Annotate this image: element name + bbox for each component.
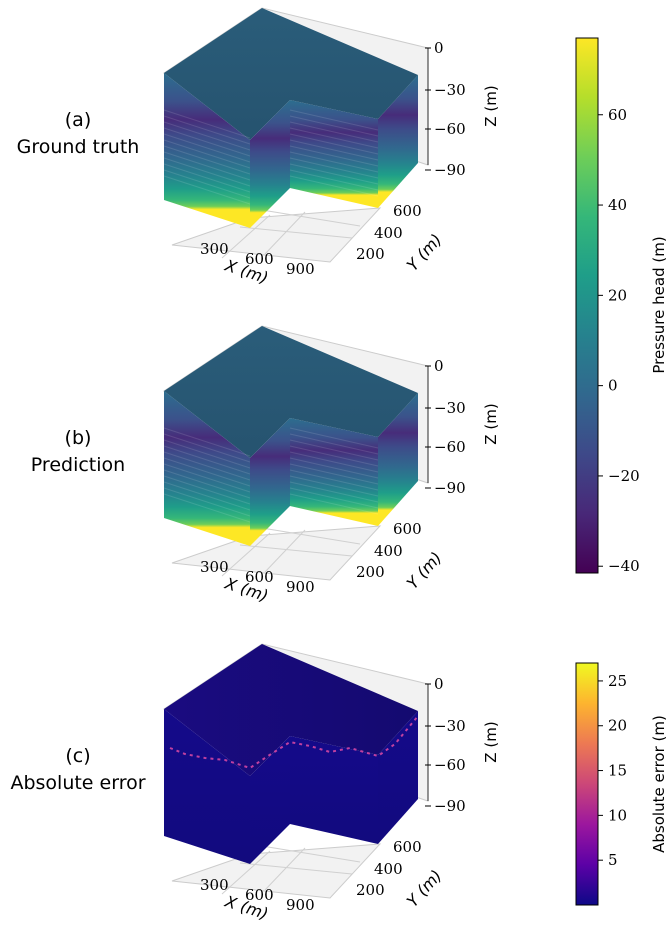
- front-left-face: [164, 73, 250, 228]
- y-tick-label: 200: [356, 245, 385, 263]
- colorbar-pressure-head-label: Pressure head (m): [650, 236, 668, 373]
- top-face: [164, 8, 418, 140]
- z-axis-label: Z (m): [482, 721, 500, 762]
- y-axis-label: Y (m): [403, 230, 446, 275]
- front-right-face: [378, 75, 418, 208]
- front-mid-face: [290, 418, 378, 526]
- front-left-face: [164, 391, 250, 546]
- colorbar-absolute-error: 25 20 15 10 5 Absolute error (m): [575, 662, 668, 906]
- front-mid-face: [290, 100, 378, 208]
- top-face: [164, 644, 418, 776]
- x-tick-label: 300: [200, 558, 229, 576]
- colorbar-absolute-error-tick-label: 25: [608, 672, 627, 690]
- x-tick-label: 300: [200, 240, 229, 258]
- y-axis-label: Y (m): [403, 548, 446, 593]
- floor-pane: [171, 843, 382, 899]
- panel-label: (c): [65, 745, 90, 767]
- z-tick-label: 0: [434, 39, 444, 57]
- colorbar-absolute-error-bar: [575, 662, 599, 906]
- panel-label: (a): [65, 109, 91, 131]
- z-tick-label: −30: [434, 717, 466, 735]
- z-axis-label: Z (m): [482, 85, 500, 126]
- colorbar-pressure-head-tick-label: −20: [608, 467, 640, 485]
- colorbar-pressure-head-tick-label: 20: [608, 286, 627, 304]
- colorbar-absolute-error-tick-label: 20: [608, 717, 627, 735]
- colorbar-pressure-head: 60 40 20 0 −20 −40 Pressure head (m): [575, 37, 668, 575]
- top-face: [164, 326, 418, 458]
- z-tick-label: −60: [434, 756, 466, 774]
- front-inner-face: [250, 100, 290, 228]
- colorbar-pressure-head-tick-label: −40: [608, 557, 640, 575]
- z-tick-label: −90: [434, 479, 466, 497]
- panel-title: Prediction: [31, 454, 125, 476]
- colorbar-absolute-error-label: Absolute error (m): [650, 715, 668, 853]
- y-tick-label: 600: [393, 520, 422, 538]
- colorbar-absolute-error-tick-label: 5: [608, 851, 618, 869]
- y-tick-label: 600: [393, 838, 422, 856]
- x-tick-label: 300: [200, 876, 229, 894]
- x-tick-label: 900: [286, 896, 315, 914]
- x-tick-label: 600: [245, 250, 274, 268]
- floor-pane: [171, 525, 382, 581]
- x-tick-label: 900: [286, 578, 315, 596]
- y-tick-label: 400: [374, 224, 403, 242]
- y-axis-label: Y (m): [403, 866, 446, 911]
- y-tick-label: 200: [356, 563, 385, 581]
- colorbar-pressure-head-tick-label: 40: [608, 196, 627, 214]
- z-axis-label: Z (m): [482, 403, 500, 444]
- x-tick-label: 600: [245, 886, 274, 904]
- colorbar-absolute-error-tick-label: 15: [608, 762, 627, 780]
- x-tick-label: 600: [245, 568, 274, 586]
- panel-title: Absolute error: [10, 772, 145, 794]
- colorbar-pressure-head-tick-label: 60: [608, 106, 627, 124]
- y-tick-label: 200: [356, 881, 385, 899]
- floor-pane: [171, 207, 382, 263]
- z-tick-label: −90: [434, 797, 466, 815]
- front-inner-face: [250, 736, 290, 864]
- z-tick-label: 0: [434, 357, 444, 375]
- x-tick-label: 900: [286, 260, 315, 278]
- front-right-face: [378, 393, 418, 526]
- z-tick-label: −90: [434, 161, 466, 179]
- z-tick-label: −30: [434, 81, 466, 99]
- colorbar-pressure-head-tick-label: 0: [608, 377, 618, 395]
- front-inner-face: [250, 418, 290, 546]
- colorbar-absolute-error-tick-label: 10: [608, 806, 627, 824]
- colorbar-pressure-head-bar: [575, 37, 599, 574]
- front-left-face: [164, 709, 250, 864]
- panel-label: (b): [65, 427, 92, 449]
- error-front-line: [169, 715, 419, 770]
- front-right-face: [378, 711, 418, 844]
- panel-3: (c) Absolute error 0 −30 −60 −90 Z (m) 300 600 90…: [10, 643, 500, 923]
- z-tick-label: −30: [434, 399, 466, 417]
- front-mid-face: [290, 736, 378, 844]
- panel-title: Ground truth: [17, 136, 140, 158]
- z-tick-label: −60: [434, 120, 466, 138]
- y-tick-label: 400: [374, 860, 403, 878]
- z-tick-label: −60: [434, 438, 466, 456]
- y-tick-label: 600: [393, 202, 422, 220]
- y-tick-label: 400: [374, 542, 403, 560]
- z-tick-label: 0: [434, 675, 444, 693]
